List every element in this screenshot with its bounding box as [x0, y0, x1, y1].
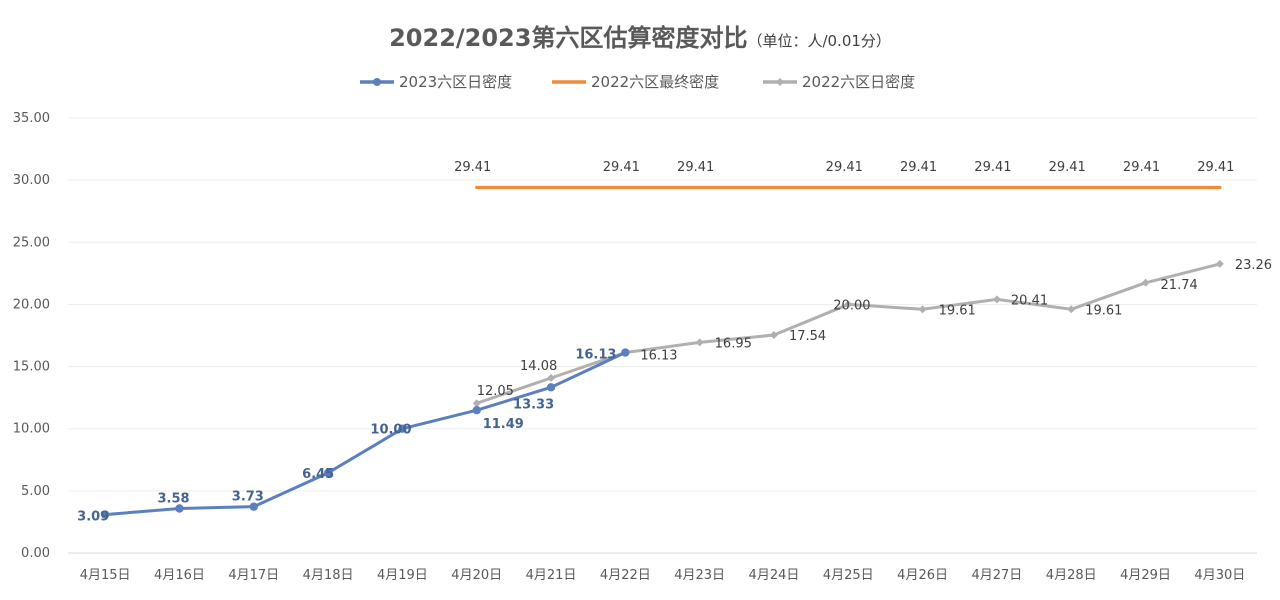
series-line [103, 351, 627, 517]
data-point [100, 510, 110, 519]
legend-marker [373, 78, 381, 86]
data-point [769, 331, 778, 340]
data-label: 3.09 [77, 510, 109, 525]
data-label: 19.61 [939, 303, 976, 318]
data-point [398, 424, 407, 433]
y-tick-label: 20.00 [13, 297, 50, 312]
data-label: 20.00 [833, 298, 870, 313]
data-point [1067, 305, 1076, 314]
x-tick-label: 4月21日 [526, 568, 577, 583]
x-tick-label: 4月17日 [228, 568, 279, 583]
data-label: 23.26 [1235, 258, 1272, 273]
data-label: 16.95 [715, 336, 752, 351]
y-tick-label: 5.00 [21, 484, 50, 499]
data-point [323, 468, 333, 478]
data-label: 19.61 [1085, 303, 1122, 318]
data-label: 17.54 [789, 329, 826, 344]
data-label: 29.41 [454, 160, 491, 175]
data-label: 29.41 [974, 160, 1011, 175]
data-label: 29.41 [1123, 160, 1160, 175]
y-tick-label: 25.00 [13, 235, 50, 250]
data-point [992, 295, 1001, 304]
legend-entry: 2022六区最终密度 [591, 73, 719, 91]
data-label: 29.41 [603, 160, 640, 175]
chart-title-main: 2022/2023第六区估算密度对比 [389, 24, 748, 52]
x-tick-label: 4月30日 [1194, 568, 1245, 583]
data-label: 6.45 [302, 467, 334, 482]
data-label: 3.58 [157, 492, 189, 507]
data-point [175, 504, 184, 513]
data-label: 14.08 [520, 359, 557, 374]
data-label: 21.74 [1161, 278, 1198, 293]
data-label: 16.13 [640, 349, 677, 364]
data-point [918, 305, 927, 314]
data-point [695, 338, 704, 347]
series-line [475, 262, 1222, 405]
data-label: 13.33 [513, 397, 554, 412]
x-tick-label: 4月16日 [154, 568, 205, 583]
x-tick-label: 4月22日 [600, 568, 651, 583]
y-tick-label: 0.00 [21, 546, 50, 561]
data-point [472, 399, 481, 408]
data-label: 12.05 [477, 384, 514, 399]
y-tick-label: 10.00 [13, 422, 50, 437]
data-label: 10.00 [370, 423, 411, 438]
data-point [472, 405, 481, 415]
data-point [621, 348, 630, 357]
data-point [547, 374, 556, 383]
x-tick-label: 4月25日 [823, 568, 874, 583]
data-label: 29.41 [677, 160, 714, 175]
chart-title: 2022/2023第六区估算密度对比（单位：人/0.01分） [0, 18, 1280, 53]
x-tick-label: 4月29日 [1120, 568, 1171, 583]
y-tick-label: 15.00 [13, 360, 50, 375]
legend-marker [776, 78, 784, 86]
data-point [1141, 278, 1150, 287]
y-tick-label: 35.00 [13, 111, 50, 126]
x-tick-label: 4月15日 [80, 568, 131, 583]
data-label: 29.41 [1049, 160, 1086, 175]
x-tick-label: 4月23日 [674, 568, 725, 583]
x-tick-label: 4月18日 [303, 568, 354, 583]
data-point [844, 300, 853, 309]
data-label: 29.41 [900, 160, 937, 175]
x-tick-label: 4月27日 [971, 568, 1022, 583]
data-point [249, 502, 258, 511]
data-point [546, 383, 556, 392]
x-tick-label: 4月19日 [377, 568, 428, 583]
x-tick-label: 4月28日 [1046, 568, 1097, 583]
legend-entry: 2022六区日密度 [802, 73, 915, 91]
x-tick-label: 4月24日 [749, 568, 800, 583]
data-label: 3.73 [232, 490, 264, 505]
x-tick-label: 4月26日 [897, 568, 948, 583]
data-label: 11.49 [483, 417, 524, 432]
chart-title-unit: （单位：人/0.01分） [747, 32, 891, 50]
data-label: 16.13 [575, 348, 616, 363]
x-tick-label: 4月20日 [451, 568, 502, 583]
legend-entry: 2023六区日密度 [399, 73, 512, 91]
data-label: 20.41 [1011, 293, 1048, 308]
data-label: 29.41 [826, 160, 863, 175]
data-point [1215, 259, 1224, 268]
data-label: 29.41 [1197, 160, 1234, 175]
y-tick-label: 30.00 [13, 173, 50, 188]
